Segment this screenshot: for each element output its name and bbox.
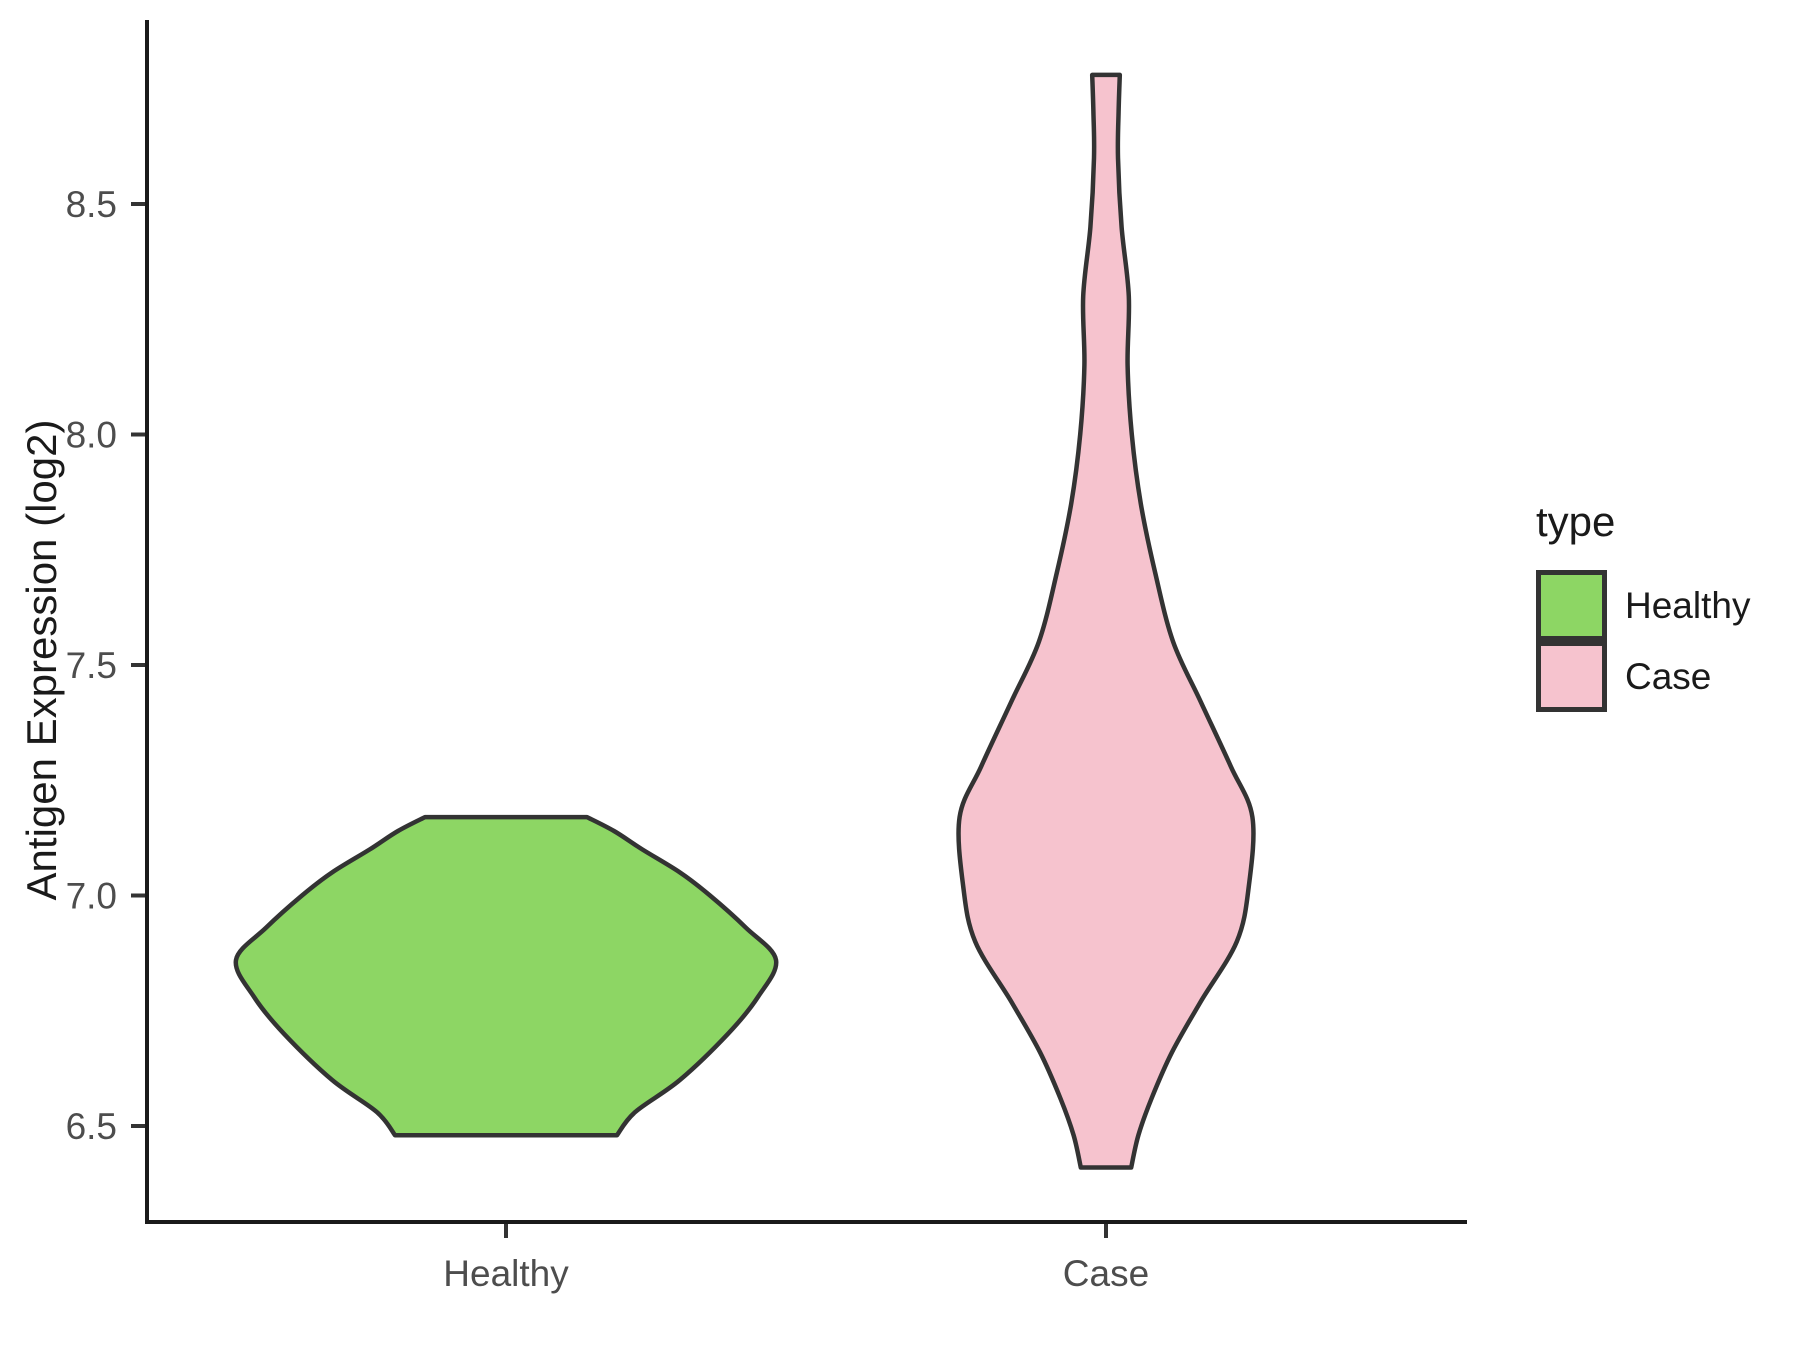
legend: type Healthy Case bbox=[1536, 498, 1750, 712]
y-tick-label: 6.5 bbox=[66, 1106, 117, 1147]
y-axis-title: Antigen Expression (log2) bbox=[18, 419, 65, 901]
x-tick-label: Healthy bbox=[443, 1253, 569, 1294]
y-tick-label: 7.5 bbox=[66, 645, 117, 686]
x-tick-label: Case bbox=[1063, 1253, 1149, 1294]
y-tick-label: 8.5 bbox=[66, 184, 117, 225]
violin-healthy bbox=[233, 814, 779, 1138]
violins-group bbox=[233, 72, 1256, 1170]
legend-item-case: Case bbox=[1536, 641, 1750, 712]
axes-group bbox=[131, 20, 1467, 1238]
legend-item-healthy: Healthy bbox=[1536, 570, 1750, 641]
legend-title: type bbox=[1536, 498, 1616, 545]
legend-key-swatch bbox=[1536, 570, 1607, 641]
tick-labels-group: 6.5 7.0 7.5 8.0 8.5 Healthy Case bbox=[66, 184, 1150, 1294]
legend-items: Healthy Case bbox=[1536, 570, 1750, 712]
legend-item-label: Case bbox=[1625, 655, 1712, 697]
legend-item-label: Healthy bbox=[1625, 584, 1751, 626]
y-tick-label: 7.0 bbox=[66, 876, 117, 917]
violin-case bbox=[956, 72, 1256, 1170]
legend-key-swatch bbox=[1536, 641, 1607, 712]
y-tick-label: 8.0 bbox=[66, 415, 117, 456]
